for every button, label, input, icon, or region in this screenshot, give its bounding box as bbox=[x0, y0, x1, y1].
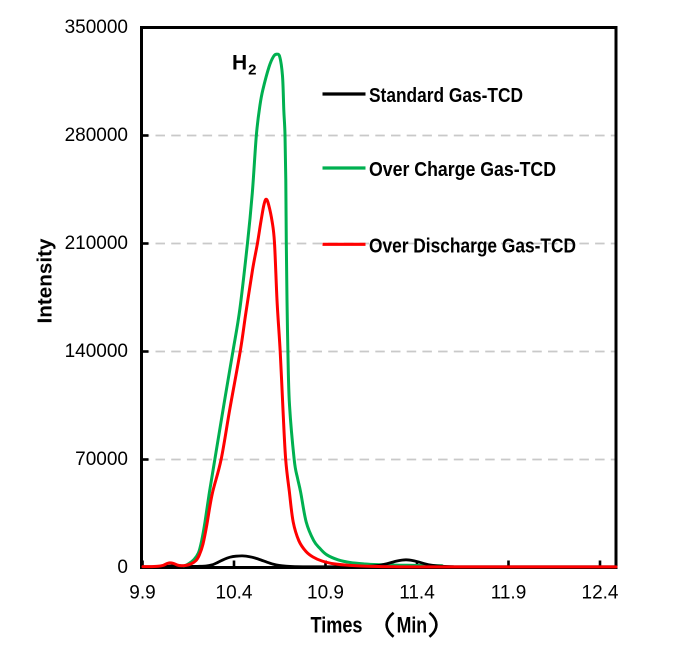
svg-text:0: 0 bbox=[117, 557, 128, 578]
svg-text:70000: 70000 bbox=[75, 449, 128, 470]
svg-text:Over Discharge Gas-TCD: Over Discharge Gas-TCD bbox=[369, 235, 576, 257]
svg-text:Standard Gas-TCD: Standard Gas-TCD bbox=[369, 85, 523, 107]
svg-text:Min: Min bbox=[397, 612, 428, 637]
svg-text:11.4: 11.4 bbox=[399, 583, 435, 604]
svg-text:280000: 280000 bbox=[65, 125, 128, 146]
svg-text:350000: 350000 bbox=[65, 17, 128, 38]
svg-text:12.4: 12.4 bbox=[582, 583, 619, 604]
svg-text:11.9: 11.9 bbox=[491, 583, 527, 604]
svg-text:Times: Times bbox=[311, 612, 363, 637]
svg-text:10.4: 10.4 bbox=[216, 583, 253, 604]
svg-text:Over Charge Gas-TCD: Over Charge Gas-TCD bbox=[369, 159, 556, 181]
svg-text:210000: 210000 bbox=[65, 233, 128, 254]
svg-text:9.9: 9.9 bbox=[129, 583, 155, 604]
svg-text:10.9: 10.9 bbox=[307, 583, 344, 604]
svg-text:Intensity: Intensity bbox=[34, 238, 56, 324]
svg-text:140000: 140000 bbox=[65, 341, 128, 362]
